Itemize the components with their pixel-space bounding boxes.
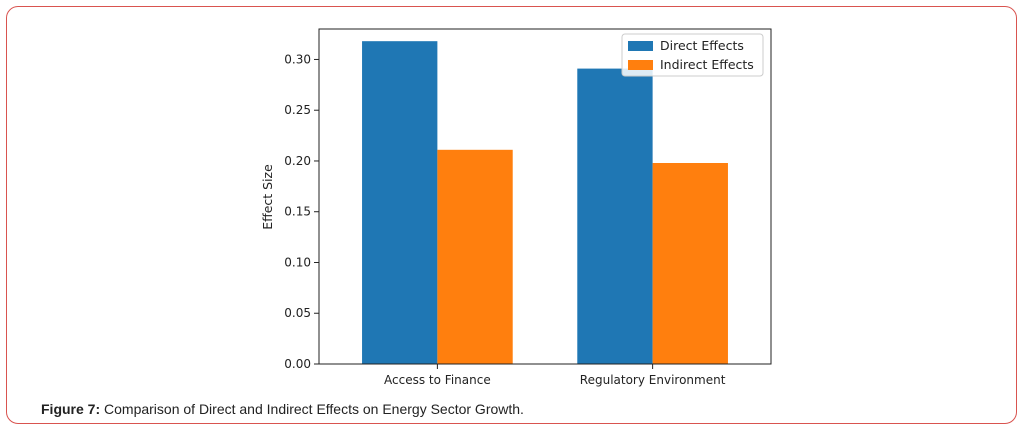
- caption-label: Figure 7:: [41, 401, 101, 417]
- legend-swatch: [628, 41, 653, 51]
- y-axis-label: Effect Size: [260, 164, 275, 230]
- bar-direct-effects-access-to-finance: [362, 41, 438, 364]
- plot-area-border: [318, 28, 772, 365]
- x-axis: Access to Finance Regulatory Environment: [384, 364, 726, 387]
- y-tick-label: 0.05: [284, 306, 311, 320]
- x-tick-label: Regulatory Environment: [580, 373, 726, 387]
- bars-layer: [362, 41, 728, 364]
- legend: Direct Effects Indirect Effects: [621, 33, 764, 77]
- y-tick-label: 0.10: [284, 255, 311, 269]
- legend-label: Direct Effects: [660, 38, 744, 53]
- bar-indirect-effects-regulatory-environment: [652, 163, 728, 364]
- y-tick-label: 0.20: [284, 154, 311, 168]
- caption-text: Comparison of Direct and Indirect Effect…: [100, 401, 524, 417]
- y-axis: 0.00 0.05 0.10 0.15 0.20 0.25 0.30: [284, 52, 319, 371]
- legend-box: [621, 33, 764, 77]
- legend-swatch: [628, 60, 653, 70]
- y-tick-label: 0.15: [284, 205, 311, 219]
- y-tick-label: 0.25: [284, 103, 311, 117]
- x-tick-label: Access to Finance: [384, 373, 491, 387]
- figure-frame: [6, 6, 1017, 424]
- y-tick-label: 0.00: [284, 357, 311, 371]
- y-tick-label: 0.30: [284, 52, 311, 66]
- bar-indirect-effects-access-to-finance: [437, 149, 513, 364]
- chart: 0.00 0.05 0.10 0.15 0.20 0.25 0.30 Access to F…: [260, 28, 772, 387]
- bar-direct-effects-regulatory-environment: [577, 68, 653, 364]
- legend-label: Indirect Effects: [660, 57, 754, 72]
- figure-caption: Figure 7: Comparison of Direct and Indir…: [41, 401, 524, 417]
